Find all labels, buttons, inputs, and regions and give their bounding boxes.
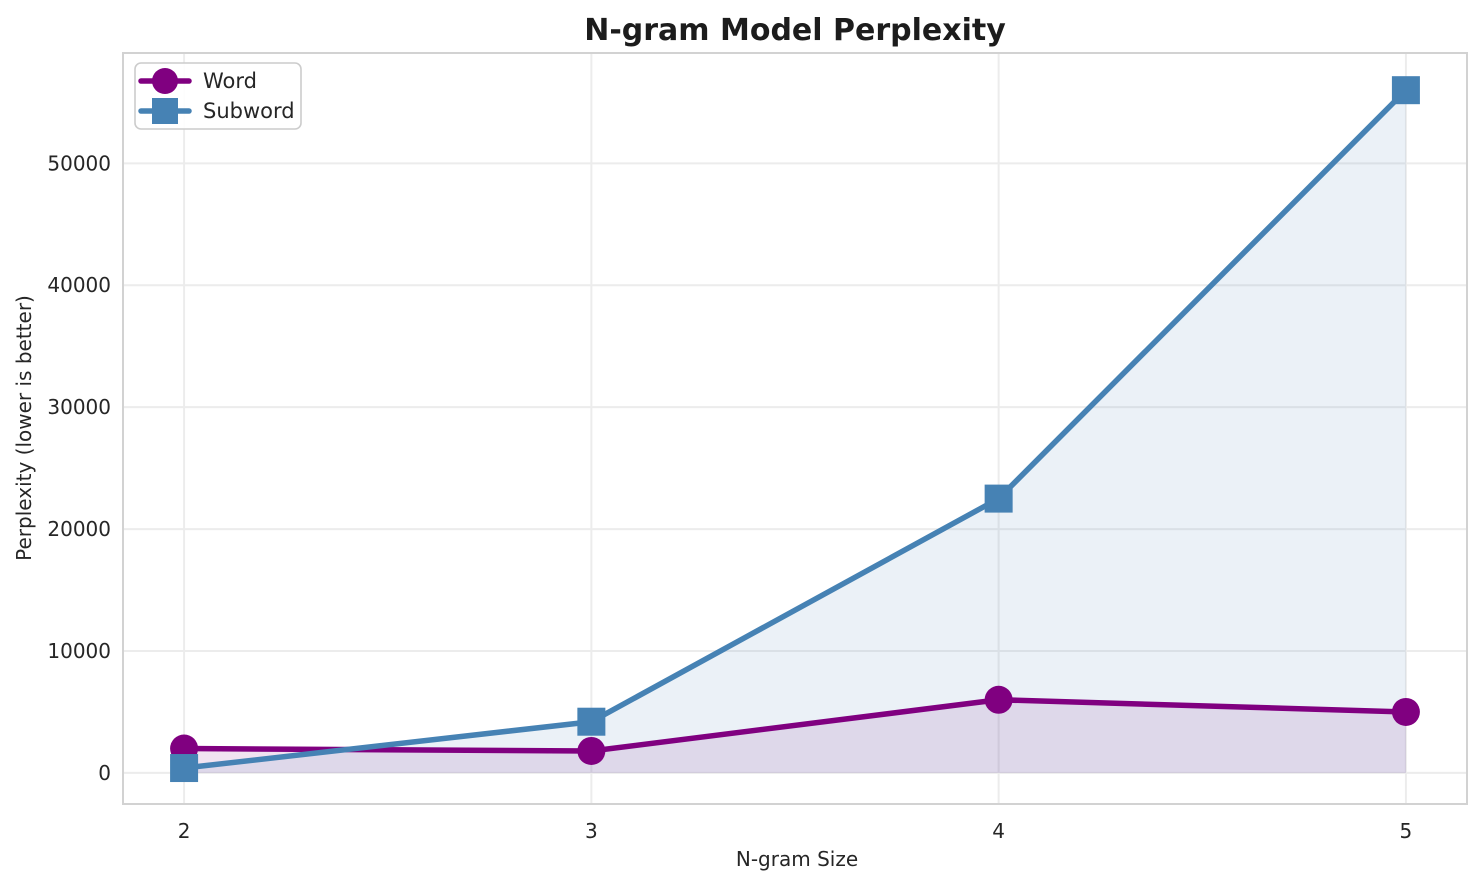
y-tick-label: 0 [98,761,111,785]
y-tick-label: 40000 [47,273,111,297]
word-legend-marker [152,68,178,94]
x-axis-label: N-gram Size [736,847,858,871]
subword-point-5 [1391,76,1420,105]
y-tick-label: 10000 [47,639,111,663]
word-area-fill [184,699,1406,773]
subword-area-fill [184,90,1406,773]
legend-label: Word [203,69,257,93]
word-point-3 [577,736,606,765]
subword-point-3 [577,707,606,736]
legend: Word Subword [134,62,302,130]
plot-area: 0 10000 20000 30000 40000 50000 2 3 4 5 [47,52,1468,843]
word-point-5 [1391,697,1420,726]
y-axis-label: Perplexity (lower is better) [12,295,36,561]
legend-label: Subword [203,99,295,123]
x-tick-label: 4 [992,819,1005,843]
plot-border [122,52,1468,805]
x-tick-label: 3 [585,819,598,843]
word-point-4 [984,685,1013,714]
y-tick-label: 50000 [47,151,111,175]
subword-line [181,87,1409,771]
subword-point-2 [170,754,199,783]
chart-title: N-gram Model Perplexity [584,13,1006,48]
subword-legend-marker [152,98,178,124]
x-tick-label: 2 [178,819,191,843]
y-tick-label: 30000 [47,395,111,419]
x-tick-label: 5 [1400,819,1413,843]
word-line [181,697,1409,754]
subword-point-4 [984,484,1013,513]
y-tick-label: 20000 [47,517,111,541]
